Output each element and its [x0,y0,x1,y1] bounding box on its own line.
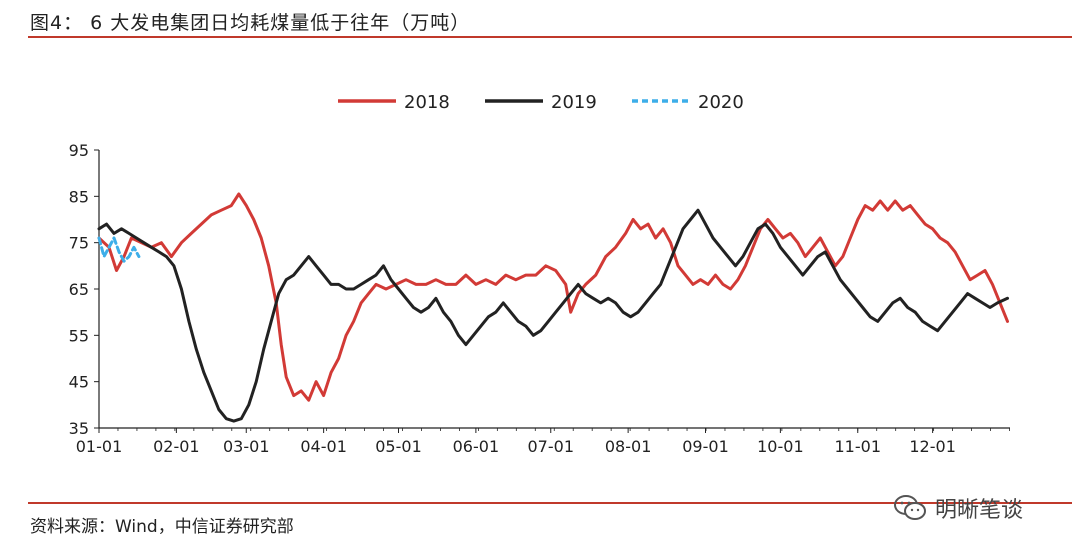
series-line-2020 [97,236,141,263]
x-tick-label: 11-01 [835,437,882,456]
x-tick-label: 05-01 [375,437,422,456]
x-tick-label: 08-01 [605,437,652,456]
y-tick-label: 55 [69,326,89,345]
x-tick-label: 02-01 [153,437,200,456]
x-tick-label: 04-01 [300,437,347,456]
legend-label-2018: 2018 [404,92,450,113]
chart-series [97,192,1009,423]
source-note: 资料来源：Wind，中信证券研究部 [30,517,294,537]
x-tick-label: 12-01 [909,437,956,456]
x-tick-label: 07-01 [528,437,575,456]
x-tick-label: 10-01 [757,437,804,456]
y-tick-label: 85 [69,187,89,206]
y-tick-label: 35 [69,419,89,438]
series-line-2019 [97,208,1009,423]
bottom-rule [28,502,1072,504]
series-line-2018 [97,192,1009,402]
y-tick-label: 45 [69,373,89,392]
x-tick-label: 06-01 [453,437,500,456]
watermark-text: 明晰笔谈 [935,498,1024,523]
chart-legend: 2018 2019 2020 [338,92,744,113]
legend-label-2019: 2019 [551,92,597,113]
x-tick-label: 01-01 [76,437,123,456]
legend-label-2020: 2020 [698,92,744,113]
y-tick-label: 65 [69,280,89,299]
watermark: 明晰笔谈 [893,492,1023,524]
x-tick-label: 03-01 [223,437,270,456]
wechat-icon [894,495,926,520]
top-rule [28,36,1072,38]
x-tick-label: 09-01 [682,437,729,456]
y-tick-label: 75 [69,234,89,253]
chart-title: 图4： 6 大发电集团日均耗煤量低于往年（万吨） [30,12,471,34]
y-tick-label: 95 [69,141,89,160]
